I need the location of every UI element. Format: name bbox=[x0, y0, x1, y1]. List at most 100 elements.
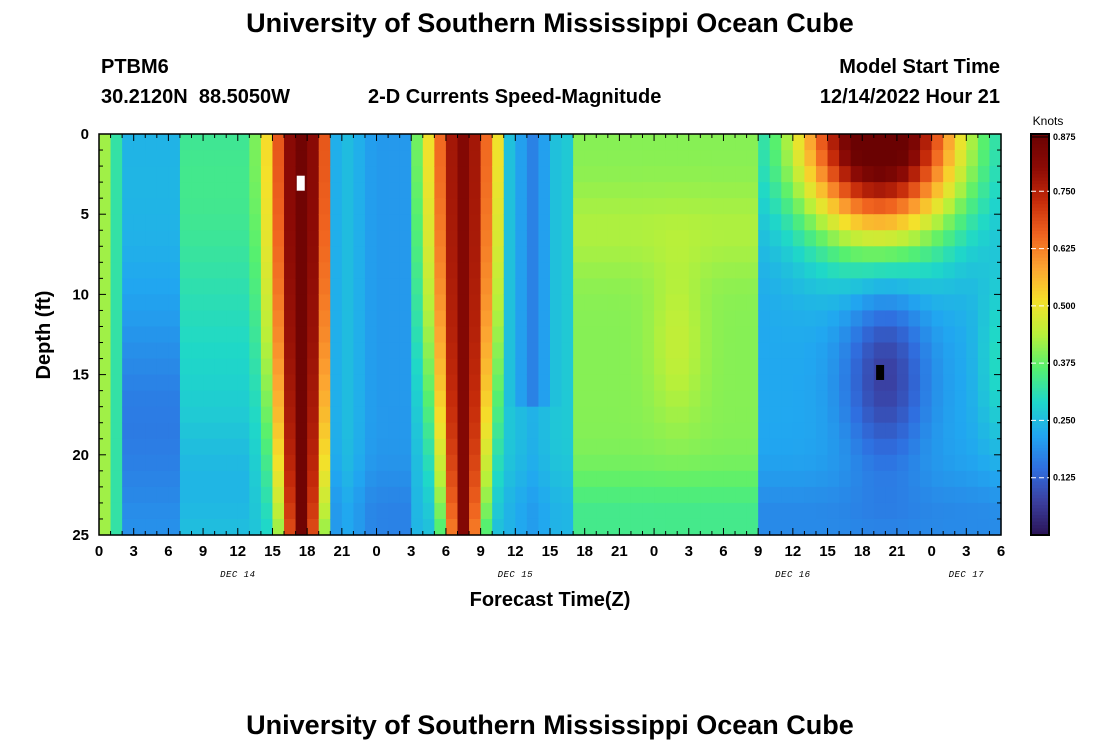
colorbar-segment bbox=[1031, 411, 1049, 416]
heatmap-cell bbox=[526, 358, 540, 376]
heatmap-cell bbox=[665, 454, 678, 472]
heatmap-cell bbox=[168, 326, 181, 344]
heatmap-cell bbox=[214, 326, 227, 344]
colorbar-segment bbox=[1031, 304, 1049, 309]
heatmap-cell bbox=[677, 326, 690, 344]
heatmap-cell bbox=[203, 326, 216, 344]
heatmap-cell bbox=[885, 230, 898, 247]
heatmap-cell bbox=[99, 294, 112, 312]
heatmap-cell bbox=[226, 454, 239, 472]
heatmap-cell bbox=[214, 342, 227, 360]
heatmap-cell bbox=[515, 438, 528, 456]
heatmap-cell bbox=[318, 294, 331, 312]
colorbar-segment bbox=[1031, 448, 1049, 453]
heatmap-cell bbox=[179, 358, 193, 376]
heatmap-cell bbox=[307, 502, 320, 520]
heatmap-cell bbox=[931, 166, 944, 183]
heatmap-cell bbox=[191, 134, 204, 151]
heatmap-cell bbox=[445, 342, 459, 360]
heatmap-cell bbox=[480, 358, 493, 376]
heatmap-cell bbox=[538, 438, 551, 456]
x-day-label: DEC 14 bbox=[220, 570, 255, 580]
heatmap-cell bbox=[526, 342, 540, 360]
heatmap-cell bbox=[850, 358, 863, 376]
heatmap-cell bbox=[399, 150, 412, 167]
heatmap-cell bbox=[168, 518, 181, 536]
heatmap-cell bbox=[203, 438, 216, 456]
heatmap-cell bbox=[977, 262, 991, 279]
heatmap-cell bbox=[191, 422, 204, 440]
heatmap-cell bbox=[318, 374, 331, 392]
heatmap-cell bbox=[469, 502, 482, 520]
heatmap-cell bbox=[526, 310, 540, 328]
heatmap-cell bbox=[515, 310, 528, 328]
colorbar-segment bbox=[1031, 331, 1049, 336]
heatmap-cell bbox=[457, 358, 470, 376]
heatmap-cell bbox=[492, 262, 505, 279]
heatmap-cell bbox=[619, 278, 632, 295]
heatmap-cell bbox=[665, 230, 678, 247]
heatmap-cell bbox=[249, 454, 262, 472]
heatmap-cell bbox=[943, 150, 956, 167]
heatmap-cell bbox=[133, 310, 146, 328]
colorbar-segment bbox=[1031, 144, 1049, 148]
heatmap-cell bbox=[711, 310, 725, 328]
heatmap-cell bbox=[330, 358, 343, 376]
heatmap-cell bbox=[920, 246, 933, 263]
heatmap-cell bbox=[214, 518, 227, 536]
heatmap-cell bbox=[989, 486, 1002, 504]
heatmap-cell bbox=[804, 262, 817, 279]
heatmap-cell bbox=[330, 454, 343, 472]
heatmap-cell bbox=[341, 374, 355, 392]
heatmap-cell bbox=[758, 486, 771, 504]
heatmap-cell bbox=[538, 390, 551, 408]
heatmap-cell bbox=[573, 262, 586, 279]
heatmap-cell bbox=[642, 230, 655, 247]
heatmap-cell bbox=[330, 518, 343, 536]
heatmap-cell bbox=[896, 198, 910, 215]
heatmap-cell bbox=[642, 294, 655, 312]
heatmap-cell bbox=[133, 166, 146, 183]
heatmap-cell bbox=[781, 422, 794, 440]
heatmap-cell bbox=[388, 358, 401, 376]
heatmap-cell bbox=[954, 358, 967, 376]
x-tick-label: 15 bbox=[264, 543, 281, 560]
heatmap-cell bbox=[469, 310, 482, 328]
heatmap-cell bbox=[885, 166, 898, 183]
heatmap-cell bbox=[457, 502, 470, 520]
heatmap-cell bbox=[850, 214, 863, 231]
heatmap-cell bbox=[931, 326, 944, 344]
heatmap-cell bbox=[746, 470, 759, 488]
heatmap-cell bbox=[804, 518, 817, 536]
heatmap-cell bbox=[480, 166, 493, 183]
heatmap-cell bbox=[596, 390, 609, 408]
heatmap-cell bbox=[943, 278, 956, 295]
heatmap-cell bbox=[735, 150, 748, 167]
heatmap-cell bbox=[862, 230, 875, 247]
heatmap-cell bbox=[665, 246, 678, 263]
heatmap-cell bbox=[746, 342, 759, 360]
heatmap-cell bbox=[954, 518, 967, 536]
heatmap-cell bbox=[237, 390, 250, 408]
colorbar-segment bbox=[1031, 468, 1049, 473]
heatmap-cell bbox=[122, 502, 135, 520]
heatmap-cell bbox=[364, 390, 378, 408]
heatmap-cell bbox=[943, 262, 956, 279]
heatmap-cell bbox=[214, 182, 227, 199]
heatmap-cell bbox=[723, 262, 736, 279]
heatmap-cell bbox=[341, 198, 355, 215]
heatmap-cell bbox=[758, 166, 771, 183]
heatmap-cell bbox=[850, 166, 863, 183]
colorbar-segment bbox=[1031, 207, 1049, 212]
heatmap-cell bbox=[260, 342, 274, 360]
heatmap-cell bbox=[480, 182, 493, 199]
heatmap-cell bbox=[769, 262, 782, 279]
heatmap-cell bbox=[815, 470, 829, 488]
heatmap-cell bbox=[318, 246, 331, 263]
heatmap-cell bbox=[237, 134, 250, 151]
heatmap-cell bbox=[769, 390, 782, 408]
heatmap-cell bbox=[214, 166, 227, 183]
heatmap-cell bbox=[353, 518, 366, 536]
colorbar-segment bbox=[1031, 167, 1049, 172]
heatmap-cell bbox=[677, 486, 690, 504]
